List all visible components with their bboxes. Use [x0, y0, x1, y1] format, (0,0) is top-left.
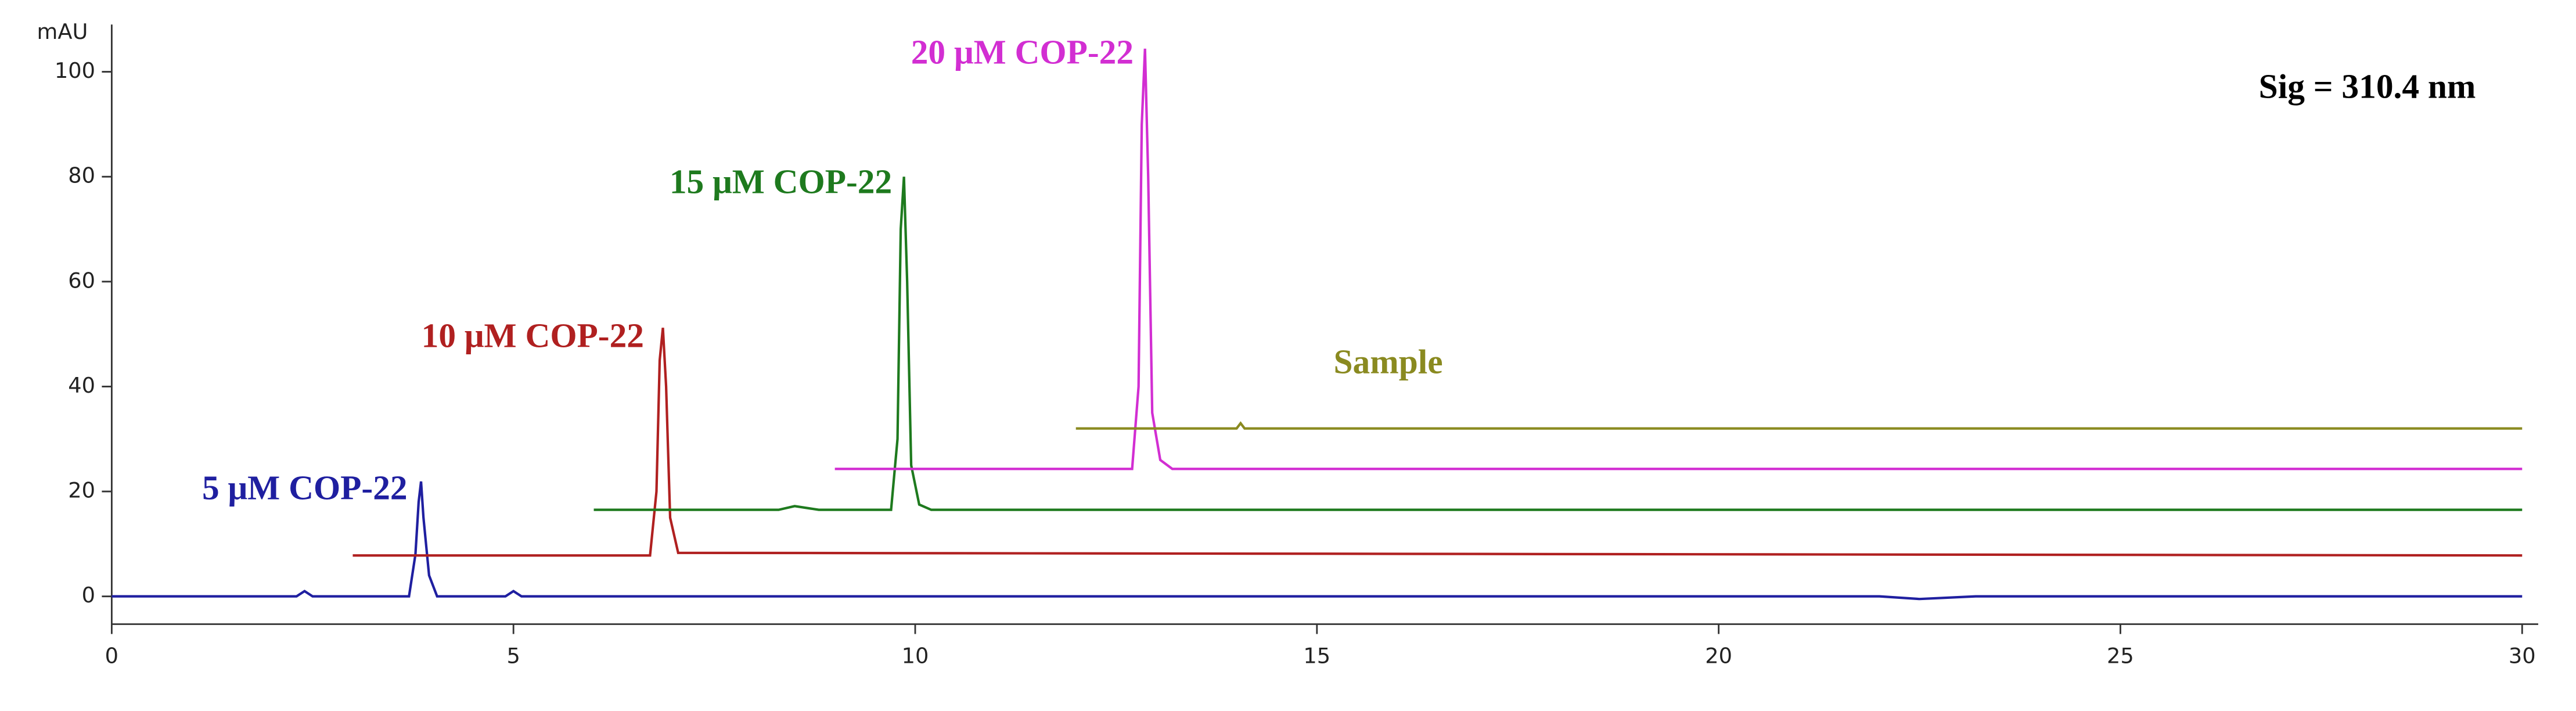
y-tick-label: 100	[55, 58, 95, 83]
annotation: Sig = 310.4 nm	[2259, 67, 2476, 106]
x-tick-label: 5	[506, 643, 520, 668]
series-label: Sample	[1334, 343, 1443, 381]
y-axis-label: mAU	[37, 19, 88, 44]
series-label: 10 μM COP-22	[422, 316, 644, 354]
x-tick-label: 0	[105, 643, 118, 668]
trace	[352, 328, 2523, 557]
x-tick-label: 15	[1303, 643, 1330, 668]
y-tick-label: 40	[68, 373, 95, 398]
x-tick-label: 20	[1705, 643, 1732, 668]
series-label: 15 μM COP-22	[670, 162, 892, 200]
trace	[111, 481, 2523, 601]
series-label: 20 μM COP-22	[911, 33, 1134, 71]
x-tick-label: 10	[902, 643, 929, 668]
y-tick-label: 20	[68, 478, 95, 503]
x-tick-label: 25	[2107, 643, 2134, 668]
trace	[593, 177, 2523, 511]
x-tick-label: 30	[2509, 643, 2536, 668]
y-tick-label: 80	[68, 163, 95, 188]
trace	[1075, 421, 2523, 430]
series-label: 5 μM COP-22	[202, 469, 408, 507]
y-tick-label: 0	[82, 583, 95, 608]
y-tick-label: 60	[68, 268, 95, 293]
